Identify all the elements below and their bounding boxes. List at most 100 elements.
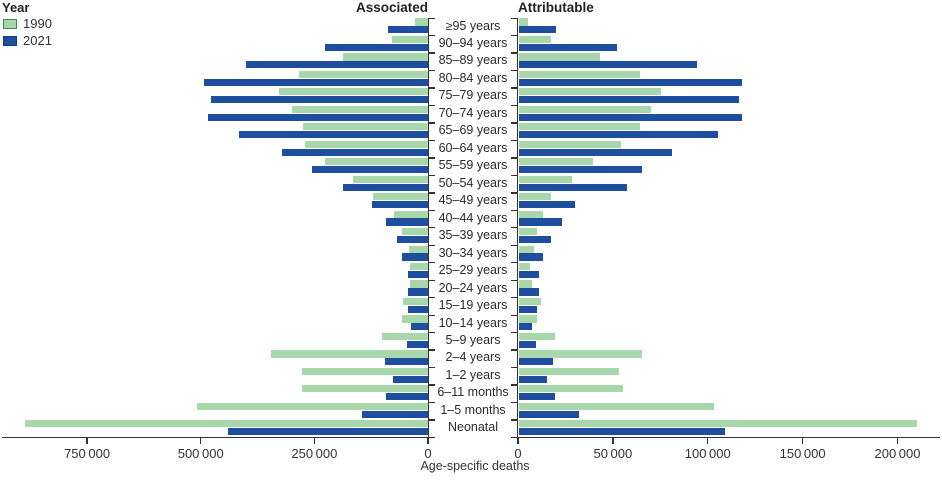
legend-label-2021: 2021 xyxy=(23,33,52,48)
row-boundary-tick-left xyxy=(429,209,436,211)
bar-associated-2021-85-89-years xyxy=(245,61,428,69)
bar-associated-2021-10-14-years xyxy=(411,323,428,331)
bar-attributable-1990-50-54-years xyxy=(518,175,572,183)
row-boundary-tick-right xyxy=(510,52,517,54)
bar-associated-2021-2-4-years xyxy=(384,358,428,366)
row-boundary-tick-right xyxy=(510,192,517,194)
row-boundary-tick-right xyxy=(510,69,517,72)
x-tick-attributable xyxy=(707,438,709,445)
age-label-70-74-years: 70–74 years xyxy=(438,105,508,120)
bar-attributable-2021-20-24-years xyxy=(518,288,540,296)
x-tick-label-associated: 500 000 xyxy=(177,445,224,461)
x-tick-label-attributable: 0 xyxy=(514,445,522,461)
x-tick-attributable xyxy=(896,438,899,445)
bar-associated-1990-35-39-years xyxy=(401,228,428,236)
x-axis-line-associated xyxy=(2,436,433,439)
bar-attributable-2021-5-9-years xyxy=(518,340,536,348)
bar-associated-2021-90-94-years xyxy=(324,43,428,51)
bar-associated-2021-1-2-years xyxy=(393,375,428,383)
bar-associated-2021-80-84-years xyxy=(203,78,428,86)
x-tick-attributable xyxy=(517,438,519,445)
row-boundary-tick-left xyxy=(429,17,436,19)
x-tick-label-associated: 0 xyxy=(424,445,432,461)
legend-swatch-2021 xyxy=(3,36,17,46)
bar-attributable-1990-35-39-years xyxy=(518,228,538,236)
bar-attributable-2021-70-74-years xyxy=(518,113,743,121)
row-boundary-tick-left xyxy=(429,297,436,299)
age-label-5-9-years: 5–9 years xyxy=(445,332,501,347)
bar-associated-1990-1-5-months xyxy=(197,402,428,410)
legend-label-1990: 1990 xyxy=(23,16,52,31)
row-boundary-tick-right xyxy=(510,331,517,334)
bar-attributable-1990-6-11-months xyxy=(518,385,623,393)
age-label-30-34-years: 30–34 years xyxy=(438,245,508,260)
row-boundary-tick-right xyxy=(510,366,517,369)
bar-associated-2021-35-39-years xyxy=(396,235,428,244)
row-boundary-tick-left xyxy=(429,34,436,37)
bar-associated-1990--95-years xyxy=(415,18,428,26)
row-boundary-tick-right xyxy=(510,349,517,351)
bar-associated-1990-80-84-years xyxy=(299,70,428,78)
bar-attributable-1990-25-29-years xyxy=(518,262,530,271)
row-boundary-tick-right xyxy=(510,209,517,211)
bar-attributable-1990-5-9-years xyxy=(518,332,555,341)
bar-associated-2021-45-49-years xyxy=(372,201,428,209)
bar-associated-2021-20-24-years xyxy=(407,288,428,296)
bar-attributable-1990-2-4-years xyxy=(518,350,642,358)
row-boundary-tick-right xyxy=(510,227,517,229)
age-label-10-14-years: 10–14 years xyxy=(438,315,508,330)
age-label-40-44-years: 40–44 years xyxy=(438,210,508,225)
bar-associated-1990-40-44-years xyxy=(393,210,428,218)
bar-associated-2021-75-79-years xyxy=(210,96,428,104)
bar-attributable-2021-75-79-years xyxy=(518,96,739,104)
age-label-65-69-years: 65–69 years xyxy=(438,123,508,138)
bar-attributable-2021-25-29-years xyxy=(518,270,540,279)
bar-attributable-1990-90-94-years xyxy=(518,35,551,44)
bar-attributable-2021-40-44-years xyxy=(518,218,563,226)
bar-attributable-1990-20-24-years xyxy=(518,280,532,288)
age-label-50-54-years: 50–54 years xyxy=(438,175,508,190)
row-boundary-tick-left xyxy=(429,87,436,89)
x-tick-associated xyxy=(86,438,88,445)
x-tick-label-attributable: 100 000 xyxy=(684,445,731,461)
x-tick-associated xyxy=(200,438,202,445)
bar-associated-2021-30-34-years xyxy=(402,253,428,261)
bar-associated-2021-60-64-years xyxy=(281,148,428,156)
row-boundary-tick-right xyxy=(510,157,517,159)
bar-attributable-1990-1-5-months xyxy=(518,402,714,410)
bar-associated-1990-65-69-years xyxy=(303,123,428,131)
bar-attributable-2021-1-2-years xyxy=(518,375,547,383)
row-boundary-tick-left xyxy=(429,384,436,386)
x-tick-label-associated: 750 000 xyxy=(64,445,111,461)
bar-associated-2021--95-years xyxy=(388,26,428,34)
row-boundary-tick-left xyxy=(429,104,436,107)
bar-associated-1990-50-54-years xyxy=(352,175,428,183)
row-boundary-tick-right xyxy=(510,104,517,107)
bar-attributable-1990-85-89-years xyxy=(518,53,601,61)
row-boundary-tick-right xyxy=(510,297,517,299)
row-boundary-tick-left xyxy=(429,279,436,281)
bar-associated-1990-neonatal xyxy=(24,420,428,428)
row-boundary-tick-left xyxy=(429,174,436,177)
panel-header-associated: Associated xyxy=(355,0,428,15)
bar-attributable-2021-55-59-years xyxy=(518,166,642,174)
x-tick-associated xyxy=(313,438,316,445)
bar-attributable-1990--95-years xyxy=(518,18,528,26)
x-tick-associated xyxy=(427,438,429,445)
row-boundary-tick-right xyxy=(510,174,517,177)
row-boundary-tick-right xyxy=(510,262,517,264)
bar-associated-2021-15-19-years xyxy=(408,305,428,314)
bar-attributable-1990-45-49-years xyxy=(518,193,551,201)
legend: Year 1990 2021 xyxy=(2,0,52,48)
bar-associated-2021-70-74-years xyxy=(207,113,428,121)
bar-associated-2021-50-54-years xyxy=(343,183,428,191)
row-boundary-tick-right xyxy=(510,384,517,386)
age-label-15-19-years: 15–19 years xyxy=(438,298,508,313)
bar-attributable-1990-75-79-years xyxy=(518,88,661,96)
bar-attributable-1990-70-74-years xyxy=(518,105,652,113)
bar-attributable-2021-50-54-years xyxy=(518,183,627,191)
bar-associated-2021-65-69-years xyxy=(238,131,428,139)
bar-attributable-2021-65-69-years xyxy=(518,131,718,139)
bar-associated-1990-1-2-years xyxy=(302,367,428,375)
